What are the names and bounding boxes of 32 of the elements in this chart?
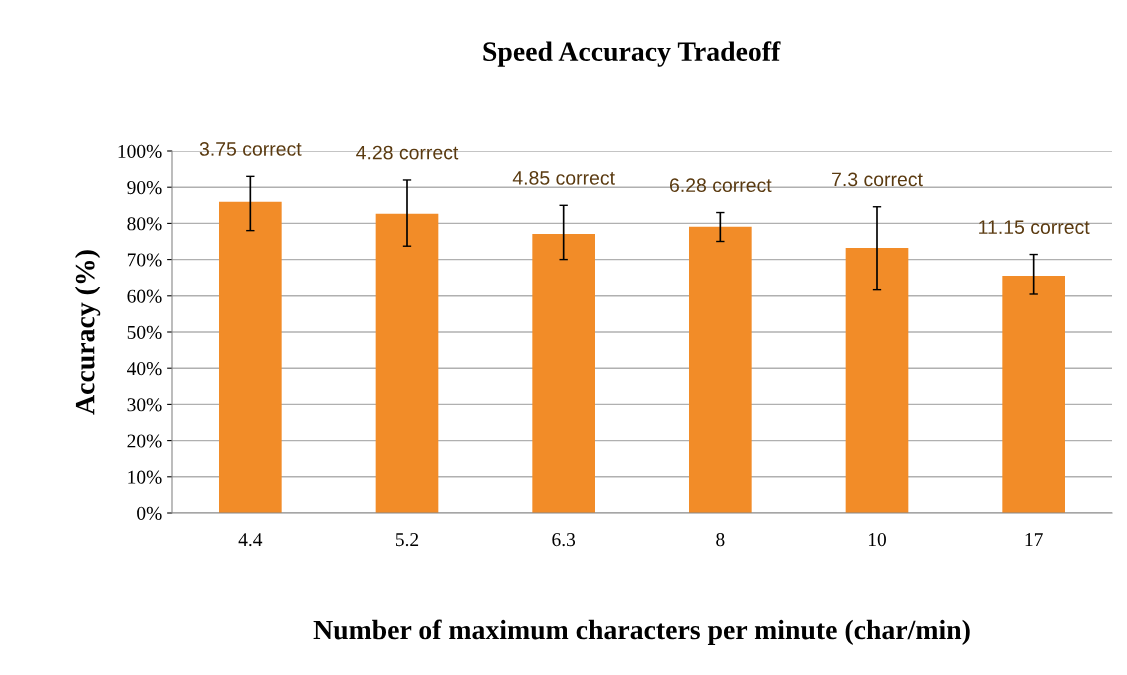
annotation: 4.28 correct (356, 145, 459, 160)
chart-title: Speed Accuracy Tradeoff (483, 41, 781, 67)
y-tick-label: 20% (127, 434, 162, 448)
annotation: 4.85 correct (512, 171, 615, 185)
y-tick-label: 50% (127, 325, 162, 339)
annotation: 7.3 correct (832, 172, 923, 187)
bar (845, 248, 909, 513)
x-tick-label: 8 (716, 533, 725, 547)
y-tick-label: 70% (127, 253, 162, 267)
y-tick-label: 90% (127, 181, 162, 195)
x-tick-label: 5.2 (395, 533, 419, 547)
bar (375, 213, 439, 513)
bar (532, 233, 595, 513)
x-tick-label: 17 (1025, 533, 1043, 546)
bar (219, 201, 282, 513)
y-tick-label: 30% (127, 398, 162, 412)
y-tick-label: 10% (128, 470, 162, 484)
annotation: 11.15 correct (979, 220, 1090, 235)
x-axis-title: Number of maximum characters per minute (char/min) (313, 619, 970, 645)
x-tick-label: 10 (868, 533, 886, 547)
x-tick-label: 4.4 (238, 533, 263, 547)
y-tick-label: 100% (118, 144, 162, 158)
bar (689, 226, 752, 513)
y-tick-label: 60% (127, 289, 162, 303)
x-tick-label: 6.3 (552, 533, 576, 547)
y-axis-title: Accuracy (%) (74, 250, 101, 415)
y-tick-label: 80% (127, 217, 162, 231)
y-tick-label: 0% (137, 506, 162, 520)
annotation: 3.75 correct (199, 142, 302, 156)
bar (1002, 275, 1065, 513)
annotation: 6.28 correct (669, 178, 772, 193)
y-tick-label: 40% (127, 362, 162, 376)
